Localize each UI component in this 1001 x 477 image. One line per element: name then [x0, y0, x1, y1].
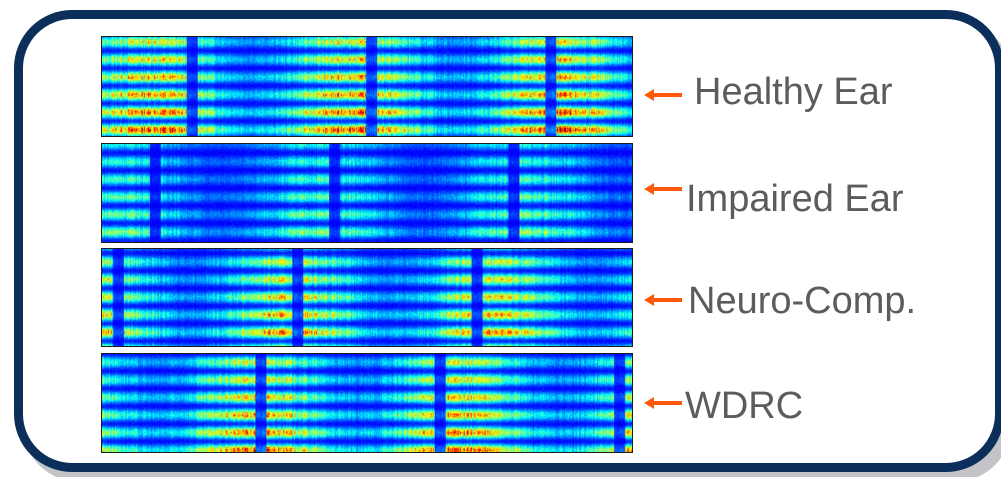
label-wdrc: WDRC — [685, 385, 804, 427]
label-neuro-comp: Neuro-Comp. — [688, 280, 917, 322]
spectrogram-canvas — [102, 37, 632, 136]
label-healthy-ear: Healthy Ear — [694, 71, 893, 113]
arrow-left-icon — [644, 89, 682, 101]
spectrogram-wdrc — [101, 353, 633, 453]
arrow-left-icon — [644, 183, 682, 195]
label-impaired-ear: Impaired Ear — [686, 178, 904, 220]
spectrogram-healthy-ear — [101, 36, 633, 137]
spectrogram-impaired-ear — [101, 143, 633, 243]
spectrogram-canvas — [102, 354, 632, 452]
arrow-left-icon — [644, 397, 682, 409]
spectrogram-neuro-comp — [101, 248, 633, 347]
spectrogram-canvas — [102, 249, 632, 346]
arrow-left-icon — [644, 294, 682, 306]
spectrogram-canvas — [102, 144, 632, 242]
